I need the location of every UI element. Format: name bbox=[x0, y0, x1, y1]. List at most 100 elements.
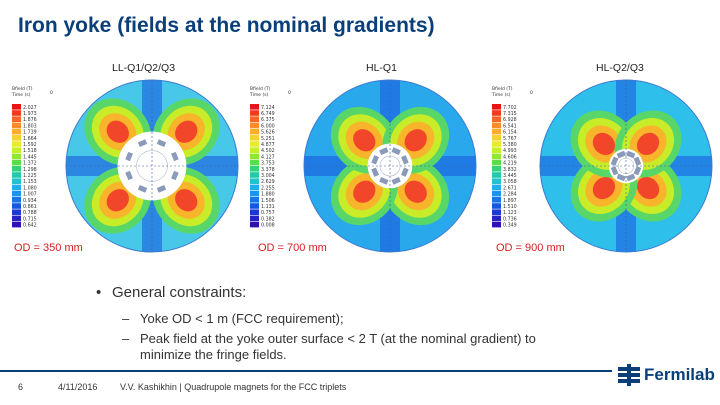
legend-value: 4.606 bbox=[503, 154, 517, 160]
legend-swatch bbox=[12, 153, 21, 160]
legend-swatch bbox=[12, 159, 21, 166]
legend-value: 6.000 bbox=[261, 123, 275, 129]
legend-value: 0.934 bbox=[23, 198, 37, 204]
legend-swatch bbox=[492, 104, 501, 110]
legend-value: 7.315 bbox=[503, 111, 517, 117]
bullet-dot-icon: • bbox=[96, 284, 102, 301]
field-map-hl-q2q3 bbox=[539, 79, 713, 253]
legend-value: 1.225 bbox=[23, 173, 37, 179]
legend-swatch bbox=[492, 221, 501, 228]
legend-value: 1.518 bbox=[23, 148, 37, 154]
legend-swatch bbox=[12, 178, 21, 184]
legend-value: 5.380 bbox=[503, 142, 517, 148]
bullet-main-text: General constraints: bbox=[112, 284, 247, 301]
legend-value: 5.626 bbox=[261, 130, 275, 136]
legend-value: 0.788 bbox=[23, 210, 37, 216]
legend-swatch bbox=[492, 147, 501, 153]
legend-swatch bbox=[492, 166, 501, 172]
legend-value: 2.284 bbox=[503, 192, 517, 198]
legend-value: 3.378 bbox=[261, 167, 275, 173]
legend-swatch bbox=[250, 116, 259, 122]
legend-ll: Bfield (T)Time (s) 02.0271.9731.8761.8031… bbox=[11, 86, 53, 229]
legend-swatch bbox=[250, 209, 259, 215]
legend-value: 6.928 bbox=[503, 117, 517, 123]
sub-bullet-2-text: Peak field at the yoke outer surface < 2… bbox=[140, 331, 536, 346]
legend-value: 0.736 bbox=[503, 216, 517, 222]
legend-swatch bbox=[492, 215, 501, 222]
legend-header-text: Bfield (T) bbox=[12, 86, 33, 92]
legend-header-text: Bfield (T) bbox=[250, 86, 271, 92]
legend-value: 1.153 bbox=[23, 179, 37, 185]
legend-swatch bbox=[250, 110, 259, 116]
legend-swatch bbox=[250, 215, 259, 222]
legend-value: 4.993 bbox=[503, 148, 517, 154]
legend-swatch bbox=[250, 184, 259, 191]
legend-swatch bbox=[250, 197, 259, 203]
legend-swatch bbox=[492, 190, 501, 197]
legend-swatch bbox=[492, 203, 501, 209]
legend-swatch bbox=[12, 110, 21, 116]
legend-swatch bbox=[250, 203, 259, 209]
legend-swatch bbox=[12, 215, 21, 222]
legend-swatch bbox=[492, 209, 501, 215]
legend-value: 5.251 bbox=[261, 136, 275, 142]
sub-bullet-2-continuation: minimize the fringe fields. bbox=[140, 347, 287, 362]
legend-value: 4.127 bbox=[261, 154, 275, 160]
legend-value: 0.382 bbox=[261, 216, 275, 222]
legend-swatch bbox=[12, 116, 21, 122]
legend-value: 1.897 bbox=[503, 198, 517, 204]
legend-swatch bbox=[250, 104, 259, 110]
legend-swatch bbox=[250, 172, 259, 178]
legend-swatch bbox=[12, 203, 21, 209]
legend-value: 6.749 bbox=[261, 111, 275, 117]
legend-value: 5.767 bbox=[503, 136, 517, 142]
legend-swatch bbox=[12, 197, 21, 203]
legend-value: 1.506 bbox=[261, 198, 275, 204]
legend-swatch bbox=[492, 172, 501, 178]
legend-swatch bbox=[492, 110, 501, 116]
legend-swatch bbox=[12, 141, 21, 147]
legend-swatch bbox=[492, 184, 501, 191]
fermilab-logo-text: Fermilab bbox=[644, 365, 715, 384]
page-number: 6 bbox=[18, 382, 24, 392]
fermilab-logo-icon bbox=[618, 364, 640, 386]
legend-value: 1.592 bbox=[23, 142, 37, 148]
legend-value: 7.702 bbox=[503, 105, 517, 111]
legend-value: 1.372 bbox=[23, 161, 37, 167]
legend-value: 1.880 bbox=[261, 192, 275, 198]
legend-swatch bbox=[12, 104, 21, 110]
bullet-main: • General constraints: bbox=[96, 284, 536, 301]
sub-bullet-1-text: Yoke OD < 1 m (FCC requirement); bbox=[140, 311, 344, 326]
legend-swatch bbox=[492, 116, 501, 122]
legend-value: 0.008 bbox=[261, 223, 275, 229]
legend-swatch bbox=[12, 147, 21, 153]
legend-swatch bbox=[250, 190, 259, 197]
legend-swatch bbox=[250, 159, 259, 166]
legend-swatch bbox=[492, 122, 501, 129]
legend-value: 0.757 bbox=[261, 210, 275, 216]
dash-icon: – bbox=[122, 331, 130, 346]
field-map-hl-q1 bbox=[303, 79, 477, 253]
legend-swatch bbox=[250, 147, 259, 153]
legend-swatch bbox=[250, 141, 259, 147]
legend-value: 7.124 bbox=[261, 105, 275, 111]
footer-date: 4/11/2016 bbox=[58, 382, 98, 392]
legend-swatch bbox=[12, 190, 21, 197]
panel-label-hl-q1: HL-Q1 bbox=[366, 62, 397, 74]
bullet-list: • General constraints: – Yoke OD < 1 m (FC… bbox=[96, 284, 536, 363]
legend-swatch bbox=[12, 221, 21, 228]
legend-header-text: Bfield (T) bbox=[492, 86, 513, 92]
legend-value: 2.027 bbox=[23, 105, 37, 111]
footer-author: V.V. Kashikhin | Quadrupole magnets for … bbox=[120, 382, 347, 392]
legend-value: 1.123 bbox=[503, 210, 517, 216]
legend-value: 6.154 bbox=[503, 130, 517, 136]
legend-swatch bbox=[250, 178, 259, 184]
legend-value: 4.502 bbox=[261, 148, 275, 154]
legend-value: 0.715 bbox=[23, 216, 37, 222]
legend-swatch bbox=[12, 122, 21, 129]
legend-value: 1.876 bbox=[23, 117, 37, 123]
legend-value: 1.739 bbox=[23, 130, 37, 136]
legend-value: 1.803 bbox=[23, 123, 37, 129]
legend-value: 1.131 bbox=[261, 204, 275, 210]
legend-value: 4.877 bbox=[261, 142, 275, 148]
